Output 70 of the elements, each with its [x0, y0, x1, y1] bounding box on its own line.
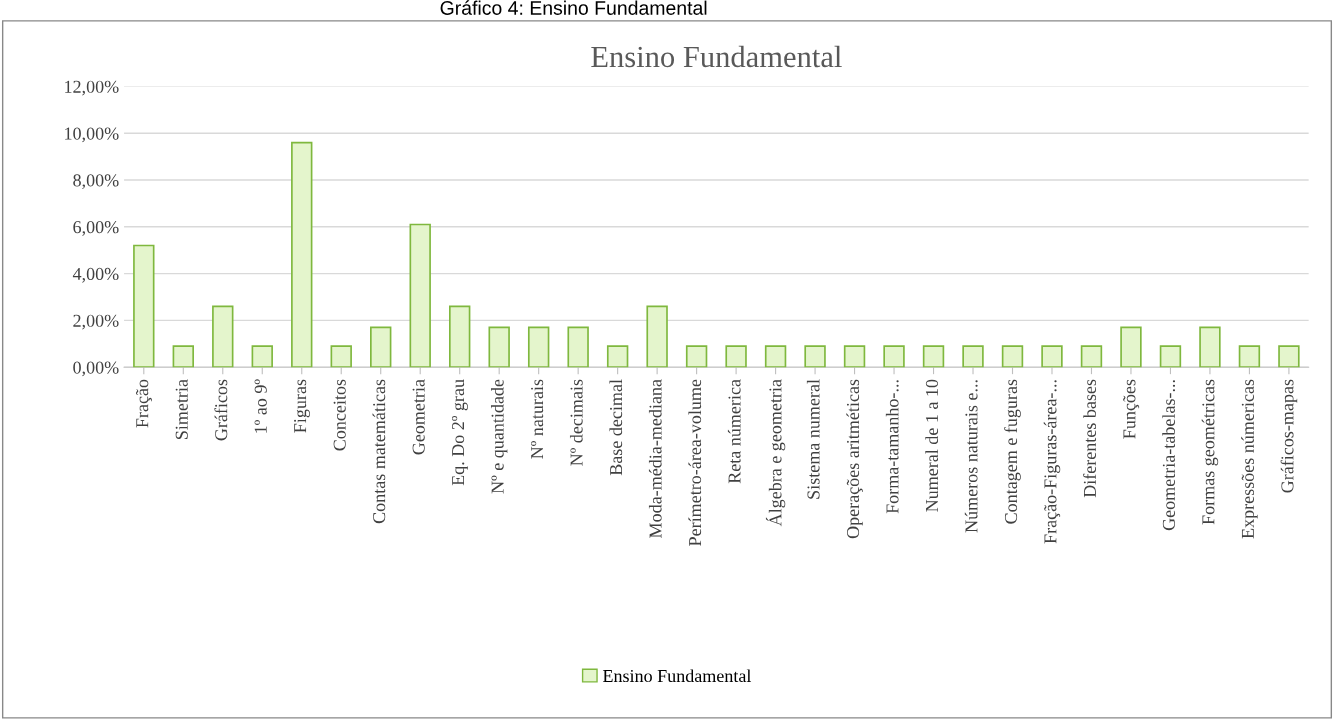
x-tick-label: Operações aritméticas	[846, 379, 863, 539]
bar	[1001, 345, 1024, 368]
x-tick-label: Nº naturais	[531, 379, 544, 459]
bar	[291, 141, 313, 368]
x-tick-label: Eq. Do 2º grau	[451, 379, 468, 486]
y-tick-label: 10,00%	[65, 127, 119, 143]
x-tick-label: Geometria-tabelas-...	[1162, 380, 1176, 531]
x-tick-label: Fração-Figuras-área-...	[1043, 380, 1061, 544]
x-tick-label: Sistema numeral	[806, 379, 820, 499]
bar	[922, 345, 945, 368]
bar	[1159, 345, 1182, 368]
x-tick-label: Geometria	[412, 379, 425, 455]
x-tick-label: Forma-tamanho-...	[885, 380, 899, 514]
x-tick-label: Gráficos-mapas	[1280, 379, 1298, 493]
x-tick-label: Diferentes bases	[1083, 379, 1096, 498]
x-tick-label: Expressões númericas	[1241, 379, 1258, 539]
x-tick-label: Formas geométricas	[1201, 379, 1219, 525]
bar	[251, 345, 273, 368]
y-tick-label: 6,00%	[73, 221, 119, 236]
chart-title: Ensino Fundamental	[591, 45, 842, 68]
bar	[725, 345, 747, 368]
x-tick-label: Fração	[135, 379, 152, 428]
x-tick-label: Álgebra e geometria	[765, 379, 786, 527]
y-tick-label: 2,00%	[73, 314, 119, 330]
bar	[606, 345, 629, 368]
y-tick-label: 4,00%	[72, 267, 119, 283]
bar	[883, 345, 905, 368]
x-tick-label: Numeral de 1 a 10	[925, 379, 939, 512]
x-tick-label: Base decimal	[609, 379, 623, 476]
x-tick-label: 1º ao 9º	[254, 379, 267, 433]
bar	[804, 345, 826, 368]
x-tick-label: Contagem e fuguras	[1004, 379, 1021, 524]
bar	[646, 305, 668, 368]
y-tick-label: 12,00%	[65, 80, 119, 96]
x-tick-label: Gráficos	[214, 379, 228, 441]
bar	[370, 326, 392, 368]
x-tick-label: Perímetro-área-volume	[688, 379, 702, 546]
text: Gráfico 4: Ensino Fundamental	[440, 0, 707, 15]
x-tick-label: Funções	[1123, 379, 1140, 439]
bar	[1238, 345, 1261, 368]
bar	[172, 345, 194, 368]
legend-label: Ensino Fundamental	[602, 669, 752, 683]
x-tick-label: Nº decimais	[569, 379, 583, 466]
x-tick-label: Nº e quantidade	[491, 379, 508, 494]
bar	[1080, 345, 1103, 368]
bar	[409, 223, 431, 368]
bar	[764, 345, 787, 368]
y-tick-label: 0,00%	[73, 361, 119, 377]
bar	[685, 345, 708, 368]
bar	[1120, 326, 1142, 368]
bar	[843, 345, 866, 368]
bar	[1041, 345, 1063, 368]
x-tick-label: Moda-média-mediana	[648, 379, 662, 538]
x-tick-label: Simetria	[175, 379, 188, 439]
x-tick-label: Conceitos	[333, 379, 346, 451]
bar	[448, 305, 471, 368]
bar	[567, 326, 589, 368]
bar	[330, 345, 352, 368]
bar	[1278, 345, 1300, 368]
bar	[488, 326, 510, 368]
bar	[1199, 326, 1221, 368]
bar	[133, 244, 155, 368]
y-tick-label: 8,00%	[73, 174, 119, 190]
bar	[527, 326, 550, 368]
bar	[962, 345, 984, 368]
bar	[212, 305, 234, 368]
x-tick-label: Reta númerica	[727, 379, 741, 484]
x-tick-label: Contas matemáticas	[372, 379, 386, 524]
x-tick-label: Números naturais e...	[964, 380, 978, 533]
x-tick-label: Figuras	[294, 379, 310, 433]
